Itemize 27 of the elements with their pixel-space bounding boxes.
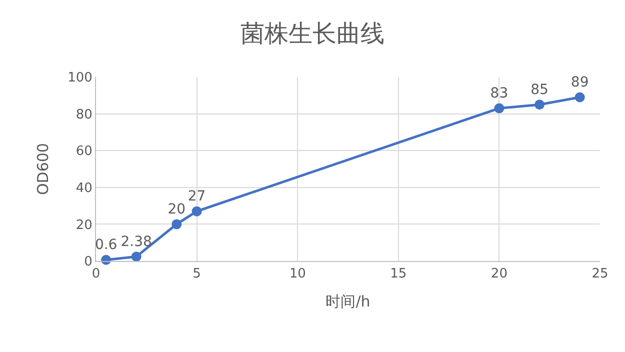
y-tick-label: 40 [76,180,92,196]
data-label: 0.6 [94,237,118,254]
y-axis-title: OD600 [34,143,52,195]
data-label: 20 [168,201,186,218]
point [131,252,142,262]
y-tick-label: 80 [76,107,92,122]
chart-title: 菌株生长曲线 [240,19,384,48]
point [172,219,182,230]
x-tick-label: 25 [592,266,608,282]
data-label: 2.38 [120,234,152,250]
y-tick-label: 20 [76,218,92,233]
point [494,103,504,114]
x-axis-title: 时间/h [326,292,370,311]
data-label: 85 [530,82,548,98]
data-label: 27 [188,188,206,205]
data-label: 89 [570,74,589,90]
y-tick-label: 0 [84,254,92,270]
point [534,100,545,110]
point [192,206,202,216]
x-tick-label: 5 [192,266,201,282]
x-tick-label: 10 [289,266,306,282]
data-label: 83 [490,86,508,102]
x-tick-label: 20 [490,266,508,282]
y-tick-label: 60 [76,144,92,160]
y-tick-label: 100 [68,70,92,86]
x-tick-label: 15 [390,266,407,282]
point [574,92,585,102]
